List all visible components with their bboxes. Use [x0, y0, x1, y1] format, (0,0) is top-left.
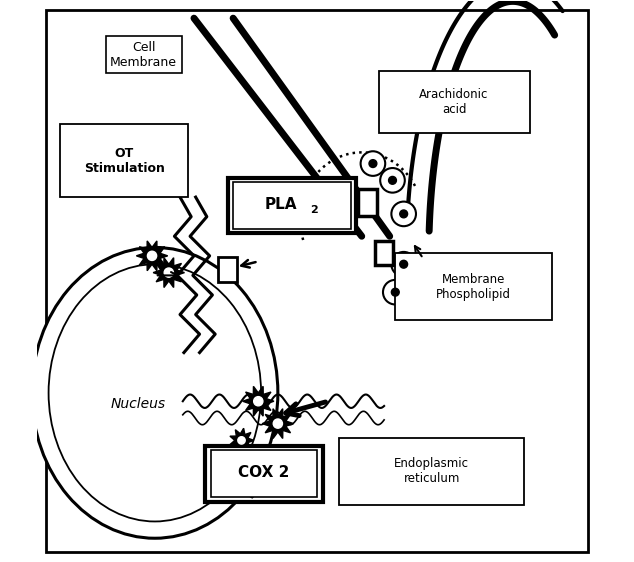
Circle shape — [391, 288, 399, 296]
Ellipse shape — [32, 247, 278, 538]
Circle shape — [380, 168, 404, 193]
Bar — [375, 241, 393, 265]
Bar — [217, 257, 237, 282]
Bar — [358, 189, 377, 216]
Text: PLA: PLA — [264, 197, 297, 212]
Text: Cell
Membrane: Cell Membrane — [110, 40, 177, 69]
Text: COX 2: COX 2 — [238, 465, 290, 481]
Circle shape — [400, 210, 408, 218]
Polygon shape — [136, 241, 167, 271]
Circle shape — [361, 151, 385, 176]
Polygon shape — [262, 409, 294, 438]
Bar — [228, 178, 356, 233]
Text: Endoplasmic
reticulum: Endoplasmic reticulum — [394, 457, 469, 485]
Text: Nucleus: Nucleus — [110, 397, 165, 411]
Bar — [378, 71, 529, 133]
Polygon shape — [243, 386, 274, 416]
Polygon shape — [153, 258, 184, 288]
Bar — [210, 451, 317, 497]
Text: 2: 2 — [310, 205, 318, 215]
Bar — [395, 253, 552, 320]
Circle shape — [238, 437, 245, 444]
Circle shape — [164, 268, 174, 277]
Circle shape — [391, 252, 416, 277]
Circle shape — [400, 260, 408, 268]
Polygon shape — [230, 428, 254, 452]
Circle shape — [148, 251, 157, 260]
Circle shape — [383, 280, 408, 305]
Ellipse shape — [49, 264, 261, 522]
Bar — [205, 446, 323, 502]
Bar — [60, 124, 188, 197]
Circle shape — [254, 397, 263, 406]
Text: OT
Stimulation: OT Stimulation — [84, 147, 164, 175]
Text: Membrane
Phospholipid: Membrane Phospholipid — [436, 273, 511, 301]
Text: Arachidonic
acid: Arachidonic acid — [419, 88, 489, 116]
Circle shape — [389, 176, 396, 184]
Circle shape — [391, 202, 416, 226]
Circle shape — [273, 419, 283, 428]
Bar — [339, 438, 524, 505]
Circle shape — [369, 160, 377, 167]
Bar — [233, 182, 351, 229]
